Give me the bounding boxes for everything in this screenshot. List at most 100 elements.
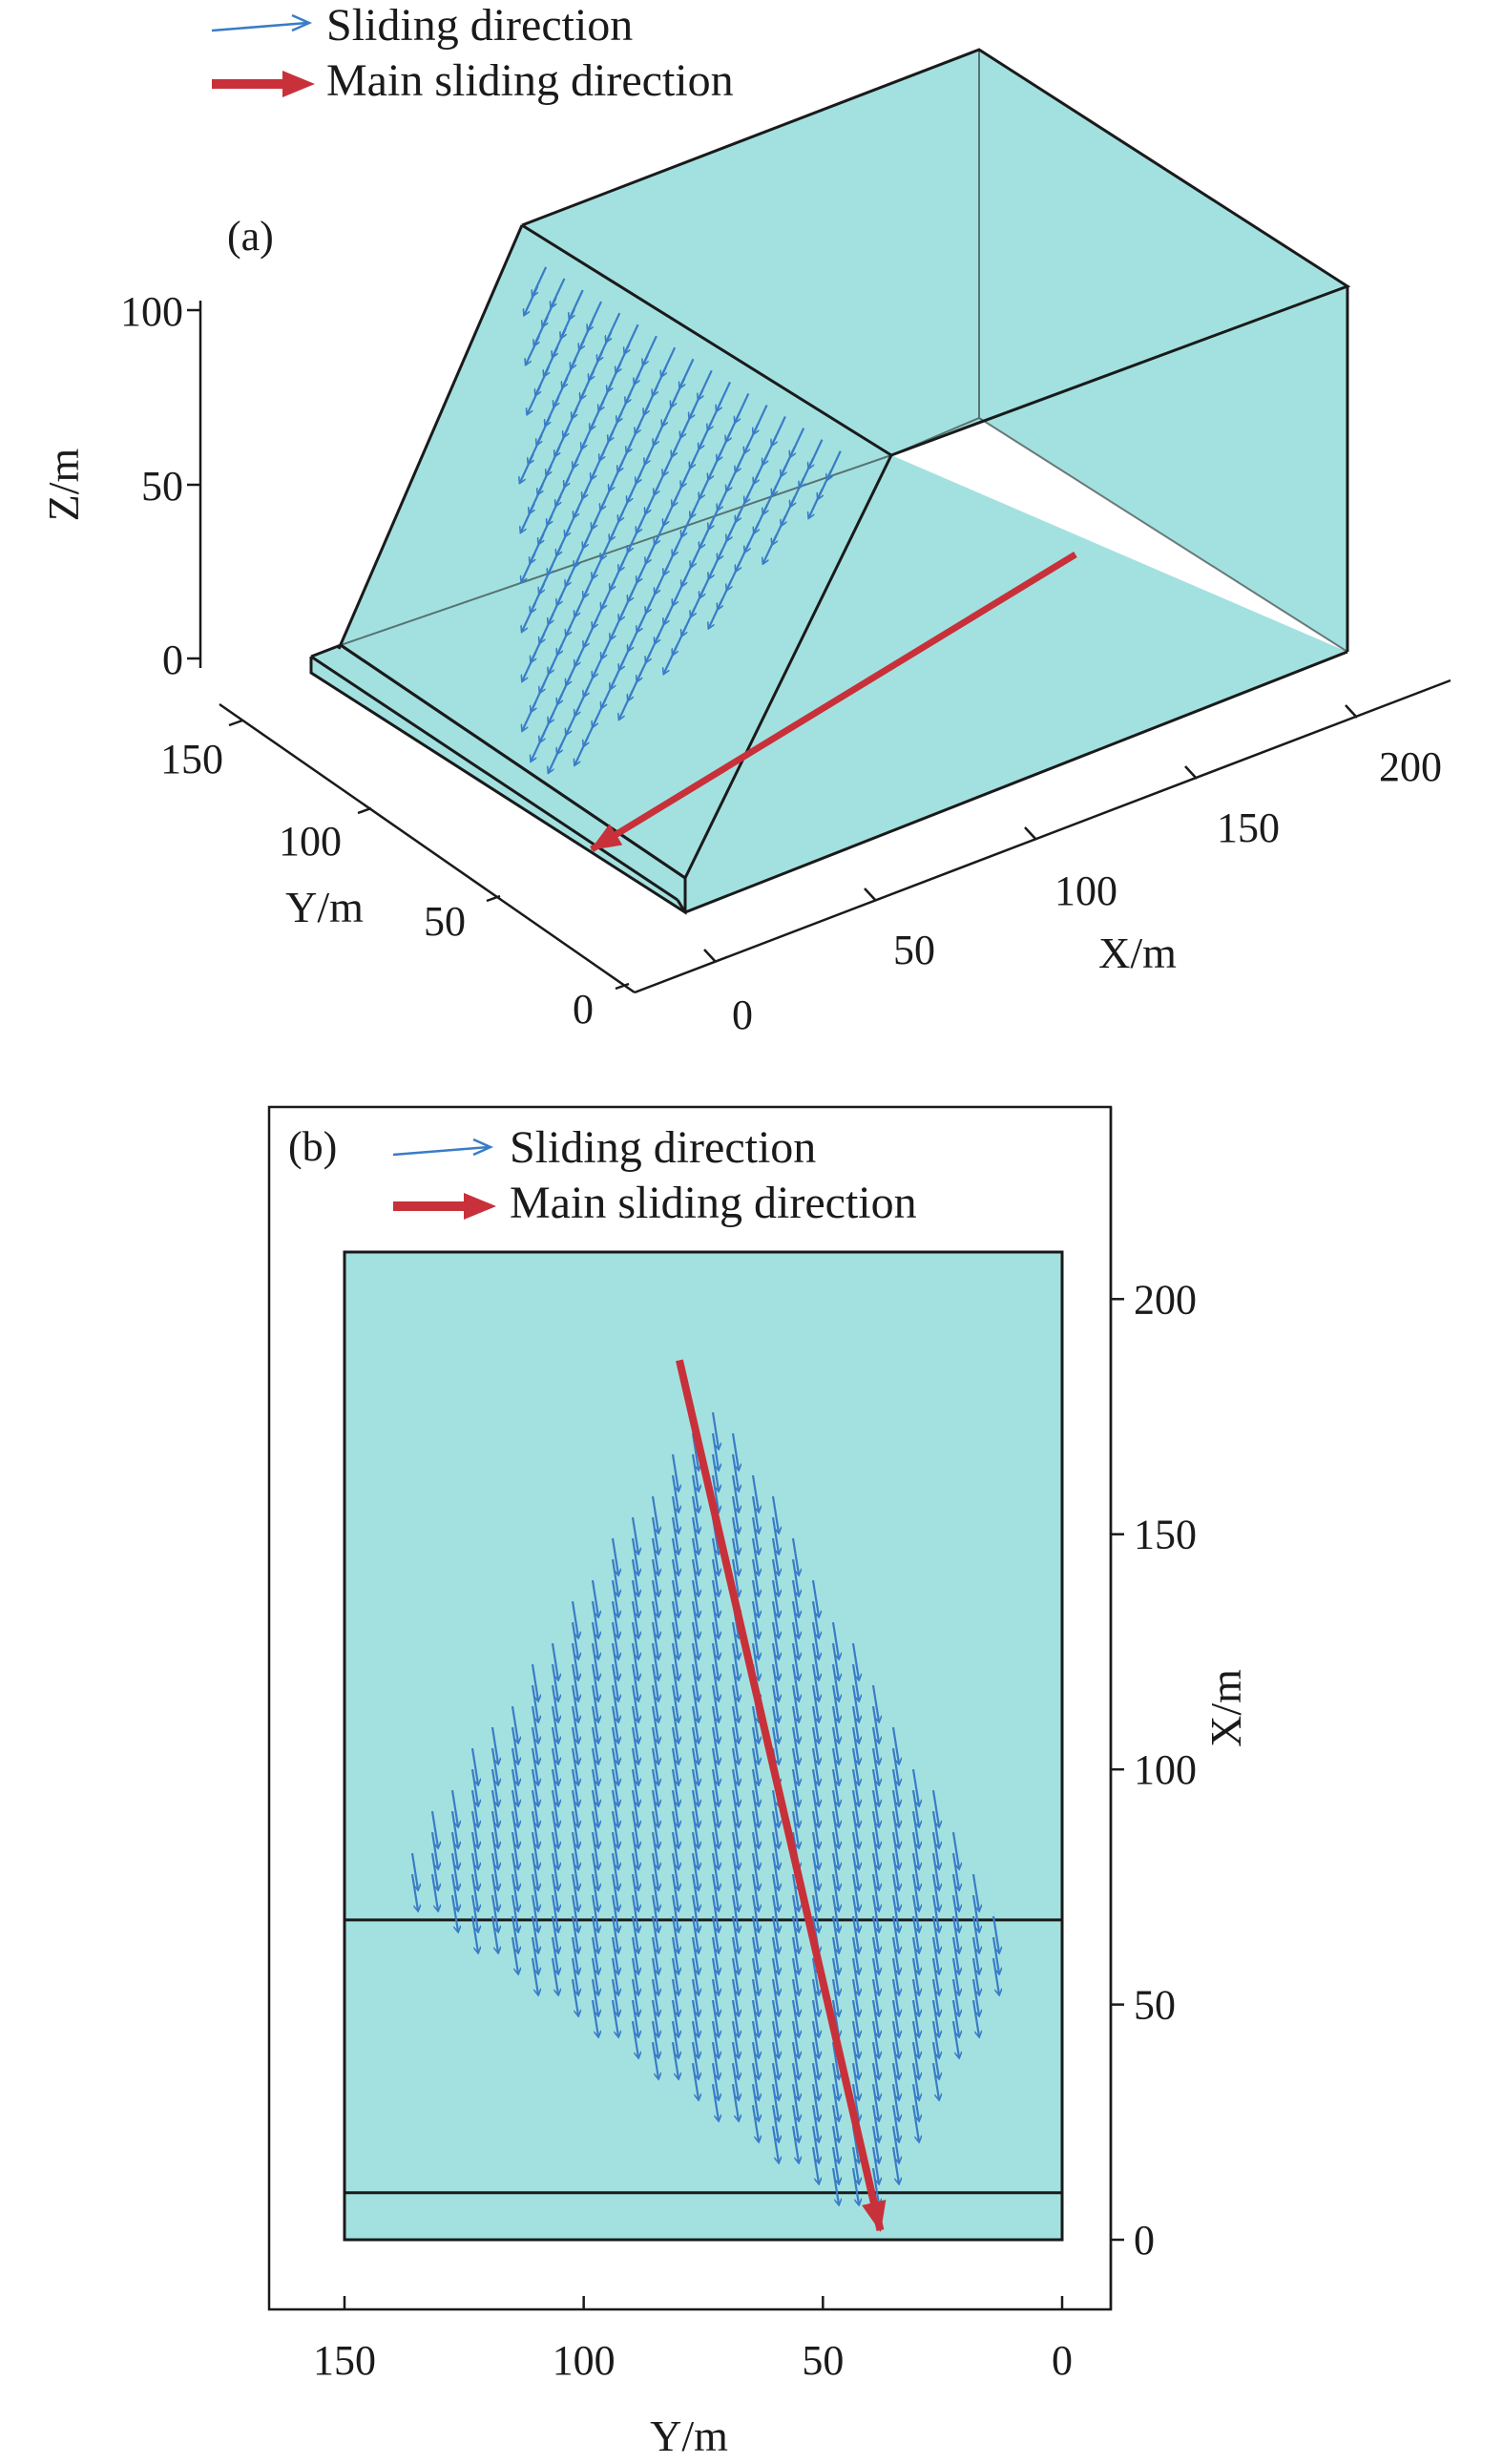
sliding-arrow-b-59 [811, 1579, 819, 1617]
sliding-arrow-b-487 [691, 1999, 699, 2036]
sliding-arrow-b-167 [691, 1726, 699, 1764]
sliding-arrow-b-330 [430, 1873, 438, 1911]
sliding-arrow-a-159 [521, 553, 536, 582]
sliding-arrow-b-332 [470, 1873, 478, 1911]
sliding-arrow-b-382 [931, 1894, 939, 1932]
sliding-arrow-b-468 [711, 1978, 719, 2015]
sliding-arrow-b-537 [751, 2062, 759, 2099]
sliding-arrow-b-203 [531, 1768, 538, 1806]
sliding-arrow-b-153 [811, 1705, 819, 1743]
sliding-arrow-b-325 [891, 1852, 899, 1890]
sliding-arrow-b-416 [591, 1936, 598, 1973]
sliding-arrow-b-364 [571, 1894, 578, 1932]
sliding-arrow-b-106 [591, 1663, 598, 1701]
sliding-arrow-b-566 [911, 2104, 919, 2141]
sliding-arrow-b-477 [891, 1978, 899, 2015]
sliding-arrow-b-478 [911, 1978, 919, 2015]
x-tick-200: 200 [1379, 743, 1442, 790]
sliding-arrow-b-56 [751, 1579, 759, 1617]
sliding-arrow-b-440 [591, 1957, 598, 1994]
sliding-arrow-a-167 [664, 644, 678, 674]
sliding-arrow-b-447 [731, 1957, 739, 1994]
sliding-arrow-b-311 [611, 1852, 618, 1890]
sliding-arrow-b-528 [831, 2041, 839, 2078]
sliding-arrow-b-8 [671, 1474, 678, 1512]
legend-a: Sliding direction Main sliding direction [211, 0, 734, 106]
sliding-arrow-b-25 [731, 1516, 739, 1554]
sliding-arrow-b-138 [511, 1705, 518, 1743]
front-face [685, 455, 1347, 912]
sliding-arrow-b-118 [831, 1663, 839, 1701]
sliding-arrow-b-435 [971, 1936, 979, 1973]
sliding-arrow-b-514 [871, 2020, 879, 2057]
sliding-arrow-b-532 [911, 2041, 919, 2078]
sliding-arrow-b-313 [651, 1852, 658, 1890]
sliding-arrow-b-351 [851, 1873, 859, 1911]
sliding-arrow-b-100 [811, 1642, 819, 1680]
sliding-arrow-b-278 [511, 1831, 518, 1869]
sliding-arrow-b-246 [911, 1789, 919, 1827]
sliding-arrow-b-274 [430, 1831, 438, 1869]
sliding-arrow-b-408 [931, 1915, 939, 1952]
sliding-arrow-b-386 [491, 1915, 498, 1952]
sliding-arrow-b-375 [791, 1894, 799, 1932]
sliding-arrow-b-88 [571, 1642, 578, 1680]
sliding-arrow-b-471 [771, 1978, 779, 2015]
sliding-arrow-b-337 [571, 1873, 578, 1911]
sliding-arrow-b-491 [771, 1999, 779, 2036]
sliding-arrow-a-117 [520, 453, 534, 483]
plot-b [343, 1250, 1064, 2242]
sliding-arrow-b-212 [711, 1768, 719, 1806]
sliding-arrow-b-21 [651, 1516, 658, 1554]
x-tick-150: 150 [1217, 804, 1280, 851]
sliding-arrow-b-236 [711, 1789, 719, 1827]
sliding-arrow-a-201 [531, 732, 546, 761]
sliding-arrow-b-61 [591, 1600, 598, 1638]
sliding-arrow-b-127 [671, 1684, 678, 1722]
sliding-arrow-b-211 [691, 1768, 699, 1806]
sliding-arrow-b-474 [831, 1978, 839, 2015]
sliding-arrow-b-11 [731, 1474, 739, 1512]
sliding-arrow-b-300 [951, 1831, 959, 1869]
sliding-arrow-b-187 [651, 1747, 658, 1785]
sliding-arrow-b-271 [891, 1810, 899, 1848]
sliding-arrow-b-73 [571, 1621, 578, 1659]
sliding-arrow-b-572 [871, 2125, 879, 2162]
sliding-arrow-b-538 [771, 2062, 779, 2099]
sliding-arrow-b-175 [851, 1726, 859, 1764]
sliding-arrow-b-147 [691, 1705, 699, 1743]
sliding-arrow-b-108 [631, 1663, 638, 1701]
sliding-arrow-b-39 [631, 1558, 638, 1596]
sliding-arrow-b-283 [611, 1831, 618, 1869]
sliding-arrow-b-230 [591, 1789, 598, 1827]
sliding-arrow-b-436 [992, 1936, 999, 1973]
sliding-arrow-b-46 [771, 1558, 779, 1596]
sliding-arrow-b-561 [811, 2104, 819, 2141]
sliding-arrow-b-493 [811, 1999, 819, 2036]
sliding-arrow-b-160 [551, 1726, 558, 1764]
sliding-arrow-b-316 [711, 1852, 719, 1890]
sliding-arrow-b-536 [731, 2062, 739, 2099]
sliding-arrow-b-42 [691, 1558, 699, 1596]
sliding-arrow-b-229 [571, 1789, 578, 1827]
sliding-arrow-a-200 [574, 736, 590, 765]
sliding-arrow-b-509 [771, 2020, 779, 2057]
y-tick-50: 50 [424, 898, 466, 945]
sliding-arrow-b-443 [651, 1957, 658, 1994]
sliding-arrow-b-420 [671, 1936, 678, 1973]
sliding-arrow-b-217 [811, 1768, 819, 1806]
sliding-arrow-b-149 [731, 1705, 739, 1743]
sliding-arrow-b-372 [731, 1894, 739, 1932]
sliding-arrow-b-213 [731, 1768, 739, 1806]
sliding-arrow-b-413 [531, 1936, 538, 1973]
sliding-arrow-b-28 [611, 1537, 618, 1575]
sliding-arrow-b-62 [611, 1600, 618, 1638]
sliding-arrow-b-173 [811, 1726, 819, 1764]
sliding-arrow-b-210 [671, 1768, 678, 1806]
sliding-arrow-b-165 [651, 1726, 658, 1764]
sliding-arrow-b-530 [871, 2041, 879, 2078]
sliding-arrow-b-524 [751, 2041, 759, 2078]
sliding-arrow-b-276 [470, 1831, 478, 1869]
legend-b-sliding-line [392, 1145, 490, 1157]
sliding-arrow-b-567 [771, 2125, 779, 2162]
